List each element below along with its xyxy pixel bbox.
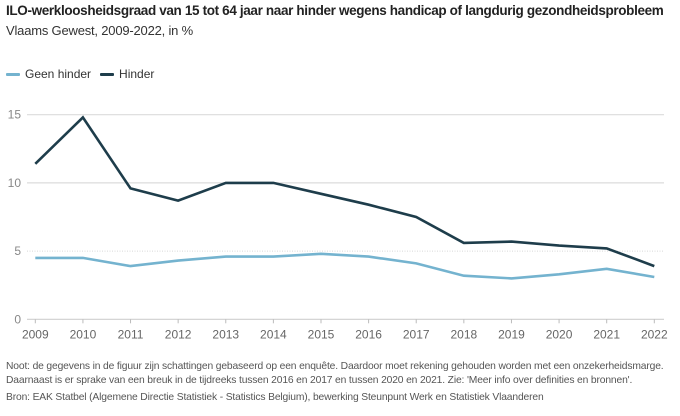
x-tick-label: 2020 (546, 327, 573, 341)
series-line-geen-hinder (35, 252, 655, 280)
legend-item-geen-hinder[interactable]: Geen hinder (6, 67, 91, 81)
source-line: Bron: EAK Statbel (Algemene Directie Sta… (6, 392, 544, 403)
y-axis-ticks: 0 5 10 15 (8, 108, 22, 327)
legend-item-hinder[interactable]: Hinder (100, 67, 154, 81)
legend-label: Geen hinder (25, 67, 92, 81)
legend-swatch-geen-hinder (6, 72, 20, 76)
note-line-2: Daarnaast is er sprake van een breuk in … (6, 374, 633, 386)
note-line-1: Noot: de gegevens in de figuur zijn scha… (6, 361, 664, 372)
x-axis: 2009 2010 2011 2012 2013 2014 2015 2016 2017 2018… (22, 318, 668, 341)
x-tick-label: 2022 (641, 327, 668, 341)
y-tick-label: 15 (8, 108, 22, 122)
x-tick-label: 2014 (260, 327, 287, 341)
series-lines (34, 115, 655, 280)
x-tick-label: 2012 (165, 327, 192, 341)
legend-label: Hinder (119, 67, 155, 81)
chart-title: ILO-werkloosheidsgraad van 15 tot 64 jaa… (6, 3, 664, 18)
y-tick-label: 0 (14, 312, 21, 326)
legend-swatch-hinder (100, 72, 115, 76)
legend: Geen hinder Hinder (6, 67, 163, 81)
x-tick-label: 2013 (212, 327, 239, 341)
x-tick-label: 2010 (70, 327, 97, 341)
chart-subtitle: Vlaams Gewest, 2009-2022, in % (6, 23, 193, 38)
x-tick-label: 2017 (403, 327, 430, 341)
gridlines (27, 114, 664, 252)
x-tick-label: 2016 (355, 327, 382, 341)
y-tick-label: 10 (8, 176, 22, 190)
footnotes: Noot: de gegevens in de figuur zijn scha… (6, 360, 664, 405)
x-tick-label: 2021 (593, 327, 620, 341)
x-tick-label: 2015 (308, 327, 335, 341)
y-tick-label: 5 (14, 244, 21, 258)
x-tick-label: 2009 (22, 327, 49, 341)
series-line-hinder (34, 115, 655, 268)
x-tick-label: 2011 (118, 327, 144, 341)
x-tick-label: 2019 (498, 327, 525, 341)
x-tick-label: 2018 (450, 327, 477, 341)
